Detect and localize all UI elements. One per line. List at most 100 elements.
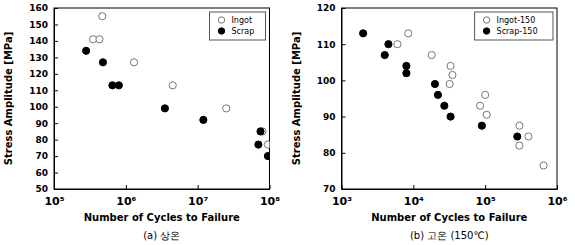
data-point [403,62,410,69]
data-point [255,141,262,148]
data-point [394,41,401,48]
x-tick-label: 10⁷ [188,195,208,208]
x-tick-mark [126,185,127,189]
y-tick: 120 [317,3,346,13]
y-tick-label: 90 [35,119,48,129]
x-tick: 10⁶ [116,185,136,208]
x-tick-mark [198,185,199,189]
data-point [130,59,137,66]
y-tick: 80 [35,135,58,145]
data-point [514,133,521,140]
data-point [525,133,532,140]
data-point [161,105,168,112]
y-tick-mark [342,189,346,190]
y-tick-mark [342,153,346,154]
y-axis-line [342,9,343,190]
x-tick: 10⁸ [260,185,280,208]
data-point [478,122,485,129]
y-tick-label: 160 [29,3,48,13]
x-tick-label: 10⁴ [404,195,424,208]
y-tick-label: 80 [323,148,336,158]
x-axis-title: Number of Cycles to Failure [84,212,240,223]
y-tick-mark [54,24,58,25]
data-point [223,105,230,112]
x-tick: 10⁵ [476,185,496,208]
y-tick: 50 [35,184,58,194]
x-tick: 10⁷ [188,185,208,208]
y-tick-label: 50 [35,184,48,194]
data-point [169,82,176,89]
y-axis-title: Stress Amplitude [MPa] [291,32,302,165]
marks [83,13,270,160]
plot-area: 10³10⁴10⁵10⁶708090100110120Ingot-150Scra… [317,3,568,207]
data-point [99,59,106,66]
data-point [264,141,269,148]
data-point [434,91,441,98]
y-tick-label: 130 [29,53,48,63]
data-point [441,102,448,109]
data-point [99,13,106,20]
y-tick-mark [54,107,58,108]
plot-area: 10⁵10⁶10⁷10⁸5060708090100110120130140150… [29,3,280,207]
x-tick-mark [557,185,558,189]
y-axis-title: Stress Amplitude [MPa] [3,32,14,165]
x-tick-label: 10⁶ [116,195,136,208]
y-tick-label: 80 [35,135,48,145]
legend-label: Ingot-150 [497,16,536,25]
y-tick-mark [54,90,58,91]
series [360,30,521,140]
figure: 10⁵10⁶10⁷10⁸5060708090100110120130140150… [0,0,575,245]
data-point [83,47,90,54]
legend-marker [483,17,489,23]
data-point [516,122,523,129]
data-point [360,30,367,37]
y-tick-mark [342,117,346,118]
y-tick: 110 [317,40,346,50]
data-point [446,80,453,87]
legend-marker [218,17,224,23]
plot-frame [54,8,270,189]
x-axis-line [55,189,271,190]
data-point [381,51,388,58]
y-tick-label: 120 [317,3,336,13]
data-point [447,113,454,120]
y-axis: 708090100110120 [317,3,346,194]
y-tick: 70 [35,151,58,161]
data-point [449,71,456,78]
marks [360,30,548,169]
x-tick-mark [270,185,271,189]
legend-box [475,12,553,40]
x-tick-label: 10⁶ [547,195,567,208]
y-tick-label: 70 [323,184,336,194]
x-axis: 10⁵ 10⁶ 10⁷ 10⁸ [44,185,280,208]
y-tick-label: 110 [317,40,336,50]
y-tick-label: 110 [29,86,48,96]
x-tick-label: 10⁵ [44,195,64,208]
x-axis-line [342,189,558,190]
y-tick: 140 [29,36,58,46]
y-tick: 90 [35,119,58,129]
data-point [483,111,490,118]
x-tick-label: 10⁸ [260,195,280,208]
data-point [264,152,269,159]
legend-label: Ingot [232,16,253,25]
y-tick-label: 120 [29,69,48,79]
y-tick-mark [342,44,346,45]
caption: (a) 상온 [143,230,180,241]
y-tick-mark [54,8,58,9]
data-point [428,51,435,58]
y-tick-mark [54,74,58,75]
caption: (b) 고온 (150℃) [410,230,489,241]
data-point [516,142,523,149]
data-point [96,36,103,43]
series [89,13,269,149]
data-point [385,41,392,48]
y-tick-mark [54,189,58,190]
y-tick-mark [54,156,58,157]
x-axis-title: Number of Cycles to Failure [371,212,527,223]
y-tick-mark [54,41,58,42]
y-tick-mark [54,57,58,58]
y-tick: 110 [29,86,58,96]
panel: 10⁵10⁶10⁷10⁸5060708090100110120130140150… [3,3,280,241]
y-tick: 60 [35,168,58,178]
